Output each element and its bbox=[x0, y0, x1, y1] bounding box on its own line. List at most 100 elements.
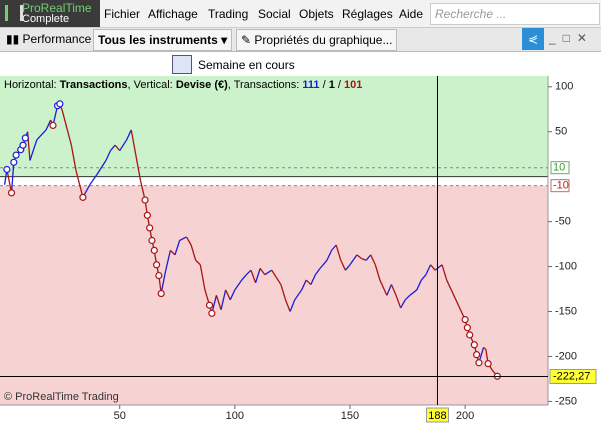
equity-segment bbox=[119, 139, 128, 151]
equity-segment bbox=[430, 264, 436, 271]
trade-marker bbox=[473, 351, 481, 359]
menu-item[interactable]: Fichier bbox=[104, 7, 141, 21]
trade-marker bbox=[79, 193, 87, 201]
equity-segment bbox=[310, 274, 317, 285]
equity-segment bbox=[105, 150, 112, 161]
equity-segment bbox=[386, 284, 393, 296]
trade-marker bbox=[461, 316, 469, 324]
period-label: Semaine en cours bbox=[198, 58, 295, 72]
trade-marker bbox=[7, 189, 16, 197]
info-text: , Vertical: bbox=[127, 79, 173, 91]
cursor-x-label: 188 bbox=[428, 410, 446, 422]
equity-segment bbox=[395, 295, 402, 309]
y-tick-label: -100 bbox=[555, 260, 577, 272]
equity-segment bbox=[215, 295, 222, 310]
equity-segment bbox=[264, 269, 273, 276]
equity-segment bbox=[455, 299, 462, 310]
x-tick-label: 50 bbox=[114, 410, 126, 422]
equity-segment bbox=[169, 249, 176, 256]
window-buttons[interactable]: _□✕ bbox=[549, 31, 594, 45]
equity-segment bbox=[36, 129, 47, 141]
logo-icon bbox=[5, 5, 23, 21]
threshold-label: 10 bbox=[553, 162, 565, 174]
equity-segment bbox=[135, 154, 142, 181]
info-flat: 1 bbox=[328, 79, 335, 91]
equity-segment bbox=[361, 257, 367, 261]
trade-marker bbox=[157, 289, 165, 298]
y-tick-label: 50 bbox=[555, 126, 567, 138]
trade-marker bbox=[466, 331, 474, 339]
x-tick-label: 150 bbox=[341, 410, 359, 422]
search-placeholder: Recherche ... bbox=[435, 7, 507, 21]
equity-segment bbox=[254, 268, 261, 283]
equity-segment bbox=[289, 299, 296, 312]
equity-segment bbox=[75, 170, 84, 198]
properties-button[interactable]: ✎ Propriétés du graphique... bbox=[236, 29, 398, 51]
menu-item[interactable]: Objets bbox=[299, 7, 334, 21]
equity-segment bbox=[96, 160, 107, 176]
upper-zone bbox=[0, 76, 548, 177]
y-tick-label: -150 bbox=[555, 305, 577, 317]
equity-segment bbox=[425, 264, 432, 275]
equity-segment bbox=[195, 259, 201, 266]
equity-segment bbox=[110, 144, 116, 152]
logo[interactable]: ProRealTime Complete bbox=[0, 0, 100, 27]
equity-segment bbox=[29, 139, 38, 161]
menu-item[interactable]: Aide bbox=[399, 7, 424, 21]
equity-segment bbox=[199, 264, 206, 291]
menu-item[interactable]: Réglages bbox=[342, 7, 393, 21]
equity-segment bbox=[446, 279, 452, 291]
menu-item[interactable]: Trading bbox=[208, 7, 249, 21]
threshold-box bbox=[550, 179, 570, 193]
info-text: , Transactions: bbox=[227, 79, 300, 91]
menu-item[interactable]: Affichage bbox=[148, 7, 198, 21]
equity-segment bbox=[326, 250, 333, 261]
cursor-y-box bbox=[549, 368, 597, 384]
equity-segment bbox=[271, 269, 277, 278]
trade-marker bbox=[152, 261, 161, 269]
equity-segment bbox=[10, 162, 15, 193]
y-tick-label: -250 bbox=[555, 395, 577, 407]
equity-segment bbox=[365, 254, 372, 261]
menu-item[interactable]: Social bbox=[258, 7, 291, 21]
period-bar: Semaine en cours bbox=[0, 52, 601, 76]
trade-marker bbox=[10, 158, 18, 166]
search-box[interactable]: Recherche ... bbox=[430, 3, 600, 25]
calendar-icon[interactable] bbox=[172, 55, 192, 74]
equity-segment bbox=[185, 236, 192, 246]
threshold-label: -10 bbox=[553, 180, 569, 192]
equity-segment bbox=[229, 289, 236, 301]
trade-marker bbox=[470, 341, 478, 349]
instruments-dropdown[interactable]: Tous les instruments ▾ bbox=[93, 29, 233, 51]
trade-marker bbox=[21, 134, 29, 142]
equity-segment bbox=[314, 267, 321, 276]
equity-segment bbox=[331, 244, 337, 251]
equity-segment bbox=[340, 260, 346, 271]
info-text: Devise (€) bbox=[175, 79, 228, 91]
performance-button[interactable]: ▮▮ Performance bbox=[6, 32, 92, 46]
equity-segment bbox=[89, 174, 98, 186]
equity-segment bbox=[160, 270, 167, 294]
info-text: Transactions bbox=[59, 79, 128, 91]
performance-label: Performance bbox=[22, 32, 92, 46]
equity-segment bbox=[294, 289, 303, 301]
equity-segment bbox=[284, 299, 291, 312]
share-button[interactable]: ⋞ bbox=[522, 28, 544, 50]
x-tick-label: 200 bbox=[456, 410, 474, 422]
equity-segment bbox=[126, 129, 132, 141]
trade-marker bbox=[208, 309, 216, 317]
trade-marker bbox=[148, 236, 156, 245]
equity-segment bbox=[241, 274, 247, 281]
equity-segment bbox=[416, 279, 422, 291]
info-losses: 101 bbox=[344, 79, 363, 91]
equity-segment bbox=[179, 236, 187, 242]
info-text: Horizontal: bbox=[4, 79, 57, 91]
trade-marker bbox=[141, 196, 149, 204]
equity-segment bbox=[259, 267, 266, 276]
equity-segment bbox=[61, 109, 73, 146]
trade-marker bbox=[150, 246, 158, 254]
equity-segment bbox=[434, 264, 443, 271]
logo-edition: Complete bbox=[22, 13, 70, 25]
info-text: / bbox=[322, 79, 326, 91]
